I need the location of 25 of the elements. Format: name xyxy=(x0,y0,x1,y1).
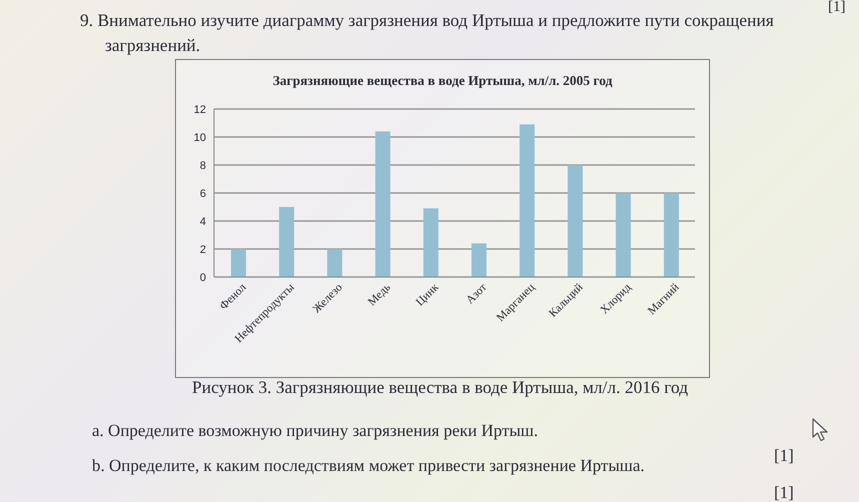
bar xyxy=(664,193,679,277)
bar xyxy=(327,249,342,277)
chart-title: Загрязняющие вещества в воде Иртыша, мл/л. 2005 год xyxy=(272,73,614,89)
y-tick-label: 6 xyxy=(200,188,206,200)
bar xyxy=(423,208,438,277)
bar xyxy=(568,165,583,277)
text: a. Определите возможную причину загрязнения реки Иртыш. xyxy=(92,421,538,441)
y-tick-label: 10 xyxy=(194,132,206,144)
bar xyxy=(472,243,486,277)
bar xyxy=(231,249,246,277)
y-tick-label: 8 xyxy=(200,160,206,172)
text: b. Определите, к каким последствиям может привести загрязнение Иртыша. xyxy=(92,456,644,476)
text: [1] xyxy=(774,446,794,466)
y-tick-label: 0 xyxy=(200,272,206,284)
text: [1] xyxy=(774,483,794,502)
text: 9. Внимательно изучите диаграмму загрязнения вод Иртыша и предложите пути сокращения загрязнений. xyxy=(80,9,775,57)
text: [1] xyxy=(828,0,846,15)
bar xyxy=(279,207,294,277)
bar xyxy=(520,124,535,277)
y-tick-label: 2 xyxy=(200,244,206,256)
y-tick-label: 4 xyxy=(200,216,206,228)
bar xyxy=(616,193,631,277)
y-tick-label: 12 xyxy=(194,104,206,116)
text: Рисунок 3. Загрязняющие вещества в воде Иртыша, мл/л. 2016 год xyxy=(190,377,689,398)
bar xyxy=(375,131,390,277)
